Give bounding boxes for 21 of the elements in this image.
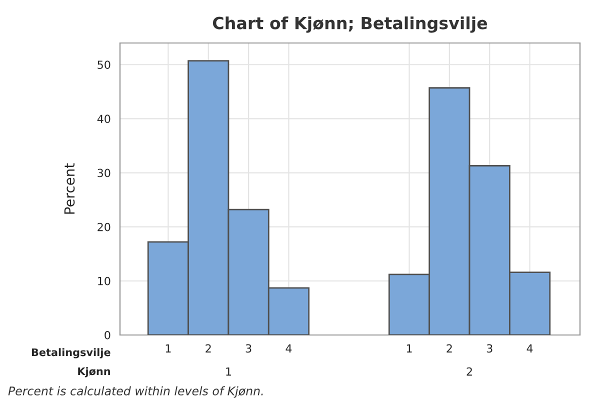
x-axis-title: Betalingsvilje <box>32 348 110 358</box>
y-tick-label: 10 <box>98 276 110 286</box>
x-tick-label: 3 <box>246 344 252 353</box>
chart-title: Chart of Kjønn; Betalingsvilje <box>212 16 488 33</box>
text: 2 <box>466 367 472 376</box>
x-tick-label: 3 <box>486 344 492 353</box>
x-tick-label: 1 <box>166 344 171 352</box>
y-tick-label: 40 <box>97 114 110 124</box>
x-tick-label: 4 <box>286 344 292 352</box>
y-tick-label: 30 <box>98 168 110 178</box>
text: Kjønn <box>78 367 110 378</box>
y-axis-title: Percent <box>64 163 75 214</box>
text: 1 <box>226 367 231 376</box>
x-tick-label: 2 <box>446 344 452 352</box>
text: Percent is calculated within levels of Kjønn. <box>8 386 263 398</box>
y-tick-label: 50 <box>98 60 110 70</box>
x-tick-label: 4 <box>526 344 533 352</box>
y-tick-label: 0 <box>104 330 110 340</box>
x-tick-label: 1 <box>406 344 412 352</box>
x-tick-label: 2 <box>206 344 211 352</box>
y-tick-label: 20 <box>98 222 110 232</box>
